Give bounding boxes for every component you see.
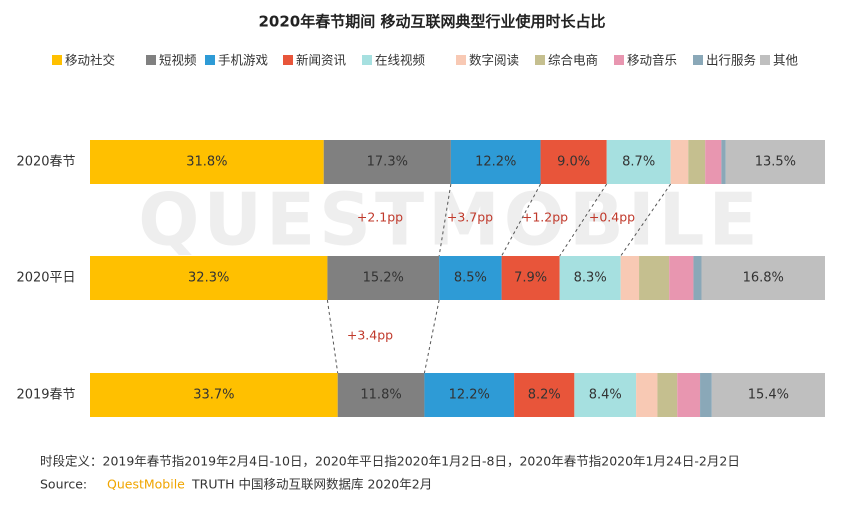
bar-segment <box>711 373 825 417</box>
bar-segment <box>639 256 670 300</box>
legend-swatch <box>614 55 624 65</box>
legend-swatch <box>456 55 466 65</box>
bar-segment <box>620 256 640 300</box>
y-tick-label: 2019春节 <box>16 388 75 403</box>
legend-label: 手机游戏 <box>218 53 268 68</box>
bar-segment <box>705 140 722 184</box>
bar-segment <box>90 140 324 184</box>
connector <box>438 183 452 257</box>
connector <box>423 299 440 374</box>
value-label: 17.3% <box>367 155 408 170</box>
value-label: 11.8% <box>360 388 401 403</box>
bar-segment <box>90 256 328 300</box>
chart-title: 2020年春节期间 移动互联网典型行业使用时长占比 <box>259 13 606 31</box>
value-label: 12.2% <box>475 155 516 170</box>
bar-segment <box>323 140 451 184</box>
connector <box>559 183 608 257</box>
bar-segment <box>439 256 502 300</box>
value-label: 8.5% <box>454 271 487 286</box>
legend-label: 在线视频 <box>375 53 426 68</box>
legend-label: 出行服务 <box>706 53 756 68</box>
legend-label: 其他 <box>773 53 799 68</box>
bar-segment <box>688 140 706 184</box>
legend-label: 综合电商 <box>548 53 598 68</box>
bar-segment <box>606 140 671 184</box>
y-tick-label: 2020平日 <box>16 271 75 286</box>
bar-segment <box>337 373 425 417</box>
legend-swatch <box>146 55 156 65</box>
value-label: 32.3% <box>188 271 229 286</box>
bar-segment <box>636 373 658 417</box>
legend-label: 新闻资讯 <box>296 53 347 68</box>
value-label: 15.4% <box>748 388 789 403</box>
annotation: +0.4pp <box>589 210 635 225</box>
connector <box>326 299 339 374</box>
value-label: 8.2% <box>528 388 561 403</box>
bar-segment <box>725 140 825 184</box>
legend-swatch <box>535 55 545 65</box>
annotation: +1.2pp <box>522 210 568 225</box>
bar-segment <box>693 256 702 300</box>
bar-segment <box>701 256 825 300</box>
value-label: 8.3% <box>574 271 607 286</box>
annotation: +3.7pp <box>447 210 493 225</box>
bar-segment <box>700 373 712 417</box>
bar-segment <box>657 373 678 417</box>
value-label: 12.2% <box>449 388 490 403</box>
legend-label: 数字阅读 <box>469 53 519 68</box>
bar-segment <box>574 373 637 417</box>
value-label: 15.2% <box>363 271 404 286</box>
legend-label: 移动音乐 <box>627 53 677 68</box>
source-label: Source: <box>40 477 87 492</box>
connector <box>501 183 541 257</box>
watermark: QUESTMOBILE <box>138 178 761 262</box>
value-label: 8.7% <box>622 155 655 170</box>
value-label: 33.7% <box>193 388 234 403</box>
bar-segment <box>540 140 607 184</box>
legend-label: 短视频 <box>159 53 197 68</box>
legend-swatch <box>205 55 215 65</box>
bar-segment <box>514 373 575 417</box>
annotation: +3.4pp <box>347 328 393 343</box>
legend-swatch <box>693 55 703 65</box>
bar-segment <box>501 256 560 300</box>
bar-segment <box>559 256 621 300</box>
value-label: 31.8% <box>186 155 227 170</box>
bar-segment <box>450 140 541 184</box>
legend-label: 移动社交 <box>65 53 115 68</box>
bar-segment <box>90 373 338 417</box>
annotation: +2.1pp <box>357 210 403 225</box>
legend-swatch <box>283 55 293 65</box>
definition-note: 时段定义：2019年春节指2019年2月4日-10日，2020年平日指2020年… <box>40 454 740 469</box>
bar-segment <box>677 373 701 417</box>
y-tick-label: 2020春节 <box>16 155 75 170</box>
source-brand: QuestMobile <box>107 477 185 492</box>
connector <box>620 183 672 257</box>
bar-segment <box>424 373 515 417</box>
value-label: 9.0% <box>557 155 590 170</box>
bar-segment <box>327 256 440 300</box>
value-label: 13.5% <box>755 155 796 170</box>
value-label: 7.9% <box>514 271 547 286</box>
value-label: 8.4% <box>589 388 622 403</box>
bar-segment <box>670 140 689 184</box>
value-label: 16.8% <box>743 271 784 286</box>
bar-segment <box>721 140 726 184</box>
legend-swatch <box>362 55 372 65</box>
legend-swatch <box>52 55 62 65</box>
bar-segment <box>669 256 694 300</box>
legend-swatch <box>760 55 770 65</box>
source-text: TRUTH 中国移动互联网数据库 2020年2月 <box>191 477 432 492</box>
